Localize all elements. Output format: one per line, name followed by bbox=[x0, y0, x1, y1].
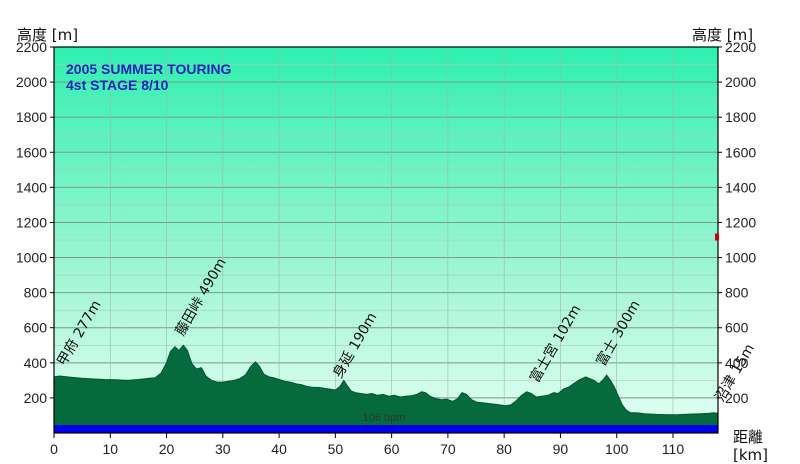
x-tick-label: 0 bbox=[50, 441, 58, 457]
x-axis-label: 距離 bbox=[733, 428, 763, 446]
x-tick-label: 40 bbox=[271, 441, 287, 457]
y-tick-label-right: 1200 bbox=[725, 214, 756, 230]
bpm-label: 106 bpm bbox=[363, 412, 406, 424]
x-tick-label: 30 bbox=[215, 441, 231, 457]
x-tick-label: 50 bbox=[328, 441, 344, 457]
x-tick-label: 60 bbox=[384, 441, 400, 457]
y-tick-label: 400 bbox=[24, 355, 48, 371]
bpm-bar bbox=[54, 425, 718, 433]
x-tick-label: 80 bbox=[496, 441, 512, 457]
y-tick-label: 200 bbox=[24, 390, 48, 406]
y-tick-label-right: 1800 bbox=[725, 109, 756, 125]
elevation-area bbox=[53, 344, 719, 434]
y-tick-label-right: 1400 bbox=[725, 179, 756, 195]
position-marker bbox=[715, 233, 719, 241]
y-axis-label-right: 高度 [m] bbox=[692, 26, 753, 44]
y-tick-label: 1400 bbox=[16, 179, 47, 195]
x-tick-label: 70 bbox=[440, 441, 456, 457]
y-tick-label: 2000 bbox=[16, 74, 47, 90]
y-tick-label: 1800 bbox=[16, 109, 47, 125]
x-tick-label: 90 bbox=[553, 441, 569, 457]
x-tick-label: 10 bbox=[102, 441, 118, 457]
y-tick-label-right: 2200 bbox=[725, 39, 756, 55]
y-tick-label-right: 400 bbox=[725, 355, 749, 371]
y-tick-label-right: 1600 bbox=[725, 144, 756, 160]
y-tick-label: 600 bbox=[24, 320, 48, 336]
y-tick-label: 2200 bbox=[16, 39, 47, 55]
x-tick-label: 100 bbox=[605, 441, 629, 457]
x-tick-label: 110 bbox=[662, 441, 685, 457]
y-axis-right: 200 400 600 800 1000 1200 1400 1600 1800 2000 2200 bbox=[718, 39, 756, 406]
x-tick-label: 20 bbox=[159, 441, 175, 457]
y-tick-label-right: 600 bbox=[725, 320, 749, 336]
y-tick-label: 1200 bbox=[16, 214, 47, 230]
y-tick-label-right: 1000 bbox=[725, 250, 756, 266]
x-axis: 0 10 20 30 40 50 60 70 80 90 100 110 bbox=[50, 433, 684, 457]
y-tick-label-right: 800 bbox=[725, 285, 749, 301]
y-axis-left: 200 400 600 800 1000 1200 1400 1600 1800 2000 2200 bbox=[16, 39, 54, 406]
chart-subtitle: 4st STAGE 8/10 bbox=[66, 77, 169, 93]
y-tick-label-right: 2000 bbox=[725, 74, 756, 90]
x-axis-unit: [km] bbox=[733, 446, 768, 464]
y-tick-label: 1000 bbox=[16, 250, 47, 266]
y-tick-label: 800 bbox=[24, 285, 48, 301]
y-axis-label-left: 高度 [m] bbox=[17, 26, 78, 44]
chart-title: 2005 SUMMER TOURING bbox=[66, 61, 232, 77]
y-tick-label-right: 200 bbox=[725, 390, 749, 406]
y-tick-label: 1600 bbox=[16, 144, 47, 160]
